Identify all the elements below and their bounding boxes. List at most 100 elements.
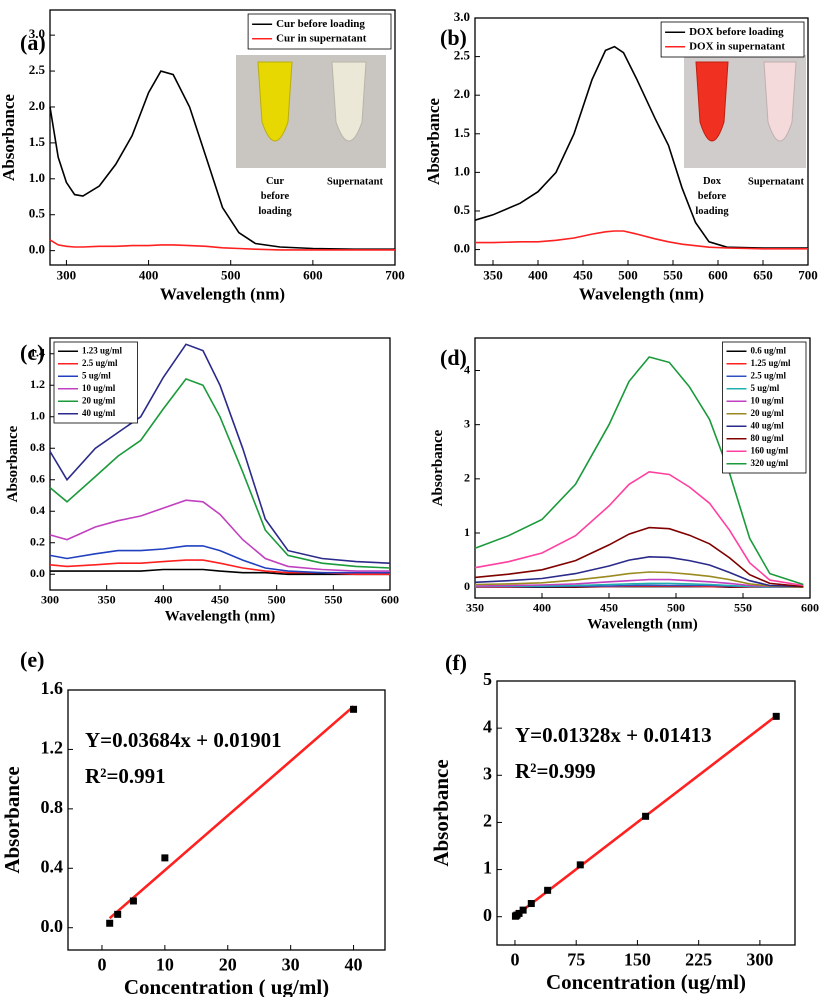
x-tick-label: 400 bbox=[528, 268, 548, 283]
y-tick-label: 0.4 bbox=[41, 856, 64, 876]
x-axis-label: Wavelength (nm) bbox=[160, 284, 285, 303]
y-axis-label: Absorbance bbox=[5, 425, 21, 502]
legend-label: 5 ug/ml bbox=[751, 383, 780, 393]
y-tick-label: 0.0 bbox=[454, 241, 470, 256]
legend-box bbox=[247, 13, 392, 50]
legend-label: 2.5 ug/ml bbox=[82, 358, 118, 368]
y-tick-label: 3 bbox=[464, 416, 470, 430]
x-tick-label: 600 bbox=[801, 601, 819, 615]
series-line bbox=[474, 526, 804, 588]
inset-photo-a bbox=[236, 55, 386, 168]
legend-label: 20 ug/ml bbox=[751, 408, 785, 418]
data-point bbox=[515, 909, 523, 917]
inset-label: Supernatant bbox=[327, 176, 384, 187]
y-axis-label: Absorbance bbox=[429, 759, 453, 866]
y-tick-label: 3.0 bbox=[29, 26, 45, 41]
inset-label: Supernatant bbox=[748, 176, 805, 187]
panel: (f) 0 75 150 225 300 0 1 2 3 4 5 Concentration (ug/m… bbox=[429, 650, 796, 994]
series-line bbox=[474, 578, 804, 588]
y-tick-label: 1.5 bbox=[454, 125, 471, 140]
panel-label: (c) bbox=[20, 340, 44, 365]
y-tick-label: 1 bbox=[483, 858, 492, 878]
x-axis-label: Concentration ( ug/ml) bbox=[124, 975, 329, 997]
x-tick-label: 600 bbox=[381, 593, 399, 607]
x-tick-label: 40 bbox=[345, 954, 363, 974]
x-tick-label: 300 bbox=[746, 949, 773, 969]
panel-label: (a) bbox=[20, 30, 46, 55]
x-tick-label: 400 bbox=[154, 593, 172, 607]
data-point bbox=[114, 910, 122, 918]
x-tick-label: 20 bbox=[219, 954, 237, 974]
fit-equation: Y=0.03684x + 0.01901 bbox=[85, 728, 282, 752]
fit-equation: Y=0.01328x + 0.01413 bbox=[515, 723, 712, 747]
series-line bbox=[49, 343, 391, 564]
inset-label: Dox before loading bbox=[695, 176, 729, 217]
y-tick-label: 1.0 bbox=[30, 409, 45, 423]
y-tick-label: 2 bbox=[483, 811, 492, 831]
y-tick-label: 1.5 bbox=[29, 134, 46, 149]
x-tick-label: 150 bbox=[624, 949, 651, 969]
y-tick-label: 1.0 bbox=[454, 163, 470, 178]
data-point bbox=[519, 906, 527, 914]
x-tick-label: 300 bbox=[41, 593, 59, 607]
data-point bbox=[544, 886, 552, 894]
inset-photo-b bbox=[684, 55, 806, 168]
x-tick-label: 700 bbox=[798, 268, 818, 283]
x-tick-label: 500 bbox=[618, 268, 638, 283]
series-line bbox=[49, 377, 391, 569]
inset-label: Cur before loading bbox=[258, 176, 292, 217]
y-tick-label: 0 bbox=[483, 905, 492, 925]
y-tick-label: 1.0 bbox=[29, 170, 45, 185]
x-tick-label: 75 bbox=[567, 949, 585, 969]
plot-frame bbox=[67, 689, 386, 951]
legend-label: 1.25 ug/ml bbox=[751, 358, 792, 368]
y-tick-label: 3 bbox=[483, 763, 492, 783]
legend-label: 40 ug/ml bbox=[82, 408, 116, 418]
x-tick-label: 10 bbox=[156, 954, 174, 974]
y-tick-label: 3.0 bbox=[454, 9, 470, 24]
y-tick-label: 0.8 bbox=[30, 440, 45, 454]
x-tick-label: 400 bbox=[533, 601, 551, 615]
y-tick-label: 2 bbox=[464, 471, 470, 485]
y-tick-label: 1.2 bbox=[41, 738, 64, 758]
series-line bbox=[49, 70, 395, 250]
panel: (b) 350 400 450 500 550 600 650 700 0.0 0.5 1.0 1.5 2… bbox=[424, 9, 818, 303]
x-tick-label: 600 bbox=[303, 268, 323, 283]
series-line bbox=[474, 555, 804, 588]
x-tick-label: 600 bbox=[708, 268, 728, 283]
legend-label: 10 ug/ml bbox=[751, 395, 785, 405]
x-tick-label: 650 bbox=[753, 268, 773, 283]
panel-label: (e) bbox=[20, 647, 44, 672]
y-tick-label: 0 bbox=[464, 579, 470, 593]
legend-label: 10 ug/ml bbox=[82, 383, 116, 393]
r-squared: R²=0.991 bbox=[85, 764, 166, 788]
series-line bbox=[49, 545, 390, 574]
legend-label: DOX in supernatant bbox=[689, 40, 785, 52]
y-axis-label: Absorbance bbox=[430, 429, 446, 506]
y-axis-label: Absorbance bbox=[0, 94, 18, 181]
panel-label: (d) bbox=[440, 345, 467, 370]
y-tick-label: 0.0 bbox=[30, 566, 45, 580]
legend-label: 320 ug/ml bbox=[751, 458, 789, 468]
fit-line bbox=[108, 705, 355, 920]
x-tick-label: 500 bbox=[667, 601, 685, 615]
y-tick-label: 0.5 bbox=[454, 202, 471, 217]
x-tick-label: 550 bbox=[734, 601, 752, 615]
series-line bbox=[474, 582, 804, 588]
data-point bbox=[642, 812, 650, 820]
legend-label: 40 ug/ml bbox=[751, 420, 785, 430]
y-axis-label: Absorbance bbox=[0, 766, 24, 873]
x-tick-label: 450 bbox=[211, 593, 229, 607]
series-line bbox=[474, 356, 804, 586]
data-point bbox=[161, 854, 169, 862]
x-tick-label: 0 bbox=[97, 954, 106, 974]
x-tick-label: 400 bbox=[139, 268, 159, 283]
y-tick-label: 0.4 bbox=[30, 503, 45, 517]
y-tick-label: 0.5 bbox=[29, 206, 46, 221]
y-tick-label: 4 bbox=[483, 716, 492, 736]
panel-label: (f) bbox=[445, 650, 467, 675]
x-tick-label: 350 bbox=[483, 268, 503, 283]
y-tick-label: 1.4 bbox=[30, 346, 45, 360]
y-tick-label: 2.5 bbox=[29, 62, 46, 77]
panel: (c) 300 350 400 450 500 550 600 0.0 0.2 0.4 0.6 0.8 1… bbox=[5, 337, 399, 625]
